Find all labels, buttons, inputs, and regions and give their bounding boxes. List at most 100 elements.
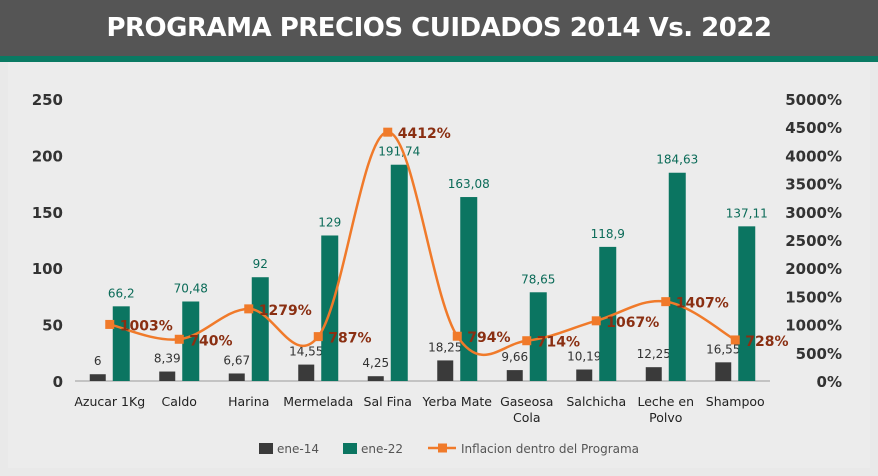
x-tick-label: Azucar 1Kg bbox=[74, 394, 145, 409]
y-right-tick-label: 4000% bbox=[785, 147, 842, 165]
bar-ene-14 bbox=[298, 364, 315, 381]
bar-ene-14-value-label: 8,39 bbox=[154, 352, 181, 366]
inflation-value-label: 1003% bbox=[120, 318, 173, 334]
bar-ene-22 bbox=[182, 301, 200, 381]
inflation-line bbox=[109, 130, 736, 357]
inflation-value-label: 740% bbox=[189, 333, 232, 349]
bar-ene-22-value-label: 191,74 bbox=[378, 145, 420, 159]
inflation-value-label: 794% bbox=[467, 330, 510, 346]
x-tick-label: Cola bbox=[513, 410, 541, 425]
x-tick-label: Salchicha bbox=[566, 394, 626, 409]
y-right-tick-label: 5000% bbox=[785, 91, 842, 109]
bar-ene-14-value-label: 14,55 bbox=[289, 345, 323, 359]
y-right-tick-label: 1000% bbox=[785, 317, 842, 335]
inflation-value-label: 1067% bbox=[606, 315, 659, 331]
inflation-point bbox=[383, 127, 393, 137]
title-underline bbox=[0, 56, 878, 62]
legend-marker-inflation bbox=[438, 443, 447, 453]
bar-ene-22 bbox=[460, 197, 478, 381]
x-tick-label: Yerba Mate bbox=[422, 394, 493, 409]
y-left-tick-label: 150 bbox=[32, 204, 63, 222]
inflation-point bbox=[522, 336, 532, 346]
bar-ene-14-value-label: 9,66 bbox=[501, 350, 528, 364]
bar-ene-14-value-label: 6 bbox=[94, 354, 102, 368]
y-right-tick-label: 2500% bbox=[785, 232, 842, 250]
y-right-tick-label: 3000% bbox=[785, 204, 842, 222]
bar-ene-22 bbox=[738, 226, 756, 381]
bar-ene-22-value-label: 184,63 bbox=[656, 153, 698, 167]
inflation-point bbox=[452, 331, 462, 341]
legend-label-inflation: Inflacion dentro del Programa bbox=[461, 442, 639, 456]
bar-ene-22-value-label: 78,65 bbox=[521, 272, 555, 286]
bar-ene-22-value-label: 70,48 bbox=[174, 281, 208, 295]
inflation-value-label: 787% bbox=[328, 331, 371, 347]
bar-ene-22 bbox=[668, 172, 686, 381]
bar-ene-14 bbox=[506, 370, 523, 381]
x-tick-label: Mermelada bbox=[283, 394, 353, 409]
legend-swatch-ene-14 bbox=[259, 443, 273, 454]
bar-ene-22-value-label: 137,11 bbox=[726, 206, 768, 220]
y-left-tick-label: 100 bbox=[32, 260, 63, 278]
bar-ene-14 bbox=[228, 373, 245, 381]
y-left-tick-label: 200 bbox=[32, 147, 63, 165]
y-left-tick-label: 50 bbox=[42, 317, 63, 335]
bar-ene-22-value-label: 163,08 bbox=[448, 177, 490, 191]
y-right-tick-label: 500% bbox=[796, 345, 842, 363]
bar-ene-22-value-label: 92 bbox=[253, 257, 268, 271]
bar-ene-14-value-label: 16,55 bbox=[706, 342, 740, 356]
y-right-tick-label: 2000% bbox=[785, 260, 842, 278]
bar-ene-14-value-label: 18,25 bbox=[428, 340, 462, 354]
bar-ene-14 bbox=[437, 360, 454, 381]
inflation-value-label: 728% bbox=[745, 334, 788, 350]
bar-ene-22 bbox=[390, 164, 408, 381]
bar-ene-22-value-label: 129 bbox=[318, 215, 341, 229]
inflation-value-label: 1407% bbox=[676, 296, 729, 312]
x-tick-label: Shampoo bbox=[706, 394, 765, 409]
bar-ene-14 bbox=[89, 374, 106, 381]
legend-label-ene-22: ene-22 bbox=[361, 442, 403, 456]
chart-panel bbox=[8, 62, 870, 468]
x-tick-label: Leche en bbox=[637, 394, 694, 409]
bar-ene-22-value-label: 118,9 bbox=[591, 227, 625, 241]
inflation-point bbox=[313, 332, 323, 342]
legend-label-ene-14: ene-14 bbox=[277, 442, 319, 456]
bar-ene-22 bbox=[112, 306, 130, 381]
inflation-point bbox=[591, 316, 601, 326]
inflation-point bbox=[244, 304, 254, 314]
chart-title: PROGRAMA PRECIOS CUIDADOS 2014 Vs. 2022 bbox=[106, 13, 772, 43]
y-right-tick-label: 3500% bbox=[785, 176, 842, 194]
y-right-tick-label: 1500% bbox=[785, 288, 842, 306]
y-right-tick-label: 0% bbox=[817, 373, 842, 391]
bar-ene-14-value-label: 6,67 bbox=[223, 353, 250, 367]
bar-ene-14 bbox=[367, 376, 384, 381]
bar-ene-14 bbox=[715, 362, 732, 381]
inflation-point bbox=[174, 334, 184, 344]
inflation-point bbox=[105, 319, 115, 329]
y-right-tick-label: 4500% bbox=[785, 119, 842, 137]
x-tick-label: Harina bbox=[228, 394, 269, 409]
bar-ene-14-value-label: 4,25 bbox=[362, 356, 389, 370]
bar-ene-14 bbox=[576, 369, 593, 381]
bar-ene-14 bbox=[645, 367, 662, 381]
bar-ene-22-value-label: 66,2 bbox=[108, 286, 135, 300]
x-tick-label: Sal Fina bbox=[364, 394, 412, 409]
x-tick-label: Gaseosa bbox=[500, 394, 553, 409]
inflation-point bbox=[661, 297, 671, 307]
inflation-point bbox=[730, 335, 740, 345]
y-left-tick-label: 0 bbox=[53, 373, 63, 391]
inflation-value-label: 714% bbox=[537, 335, 580, 351]
inflation-value-label: 1279% bbox=[259, 303, 312, 319]
title-bar: PROGRAMA PRECIOS CUIDADOS 2014 Vs. 2022 bbox=[0, 0, 878, 56]
bar-ene-14-value-label: 12,25 bbox=[637, 347, 671, 361]
legend-swatch-ene-22 bbox=[343, 443, 357, 454]
bar-ene-22 bbox=[251, 277, 269, 381]
x-tick-label: Polvo bbox=[649, 410, 682, 425]
y-left-tick-label: 250 bbox=[32, 91, 63, 109]
bar-ene-14 bbox=[159, 371, 176, 381]
bar-ene-14-value-label: 10,19 bbox=[567, 350, 601, 364]
bar-ene-22 bbox=[529, 292, 547, 381]
inflation-value-label: 4412% bbox=[398, 126, 451, 142]
bar-ene-22 bbox=[599, 246, 617, 381]
x-tick-label: Caldo bbox=[162, 394, 197, 409]
